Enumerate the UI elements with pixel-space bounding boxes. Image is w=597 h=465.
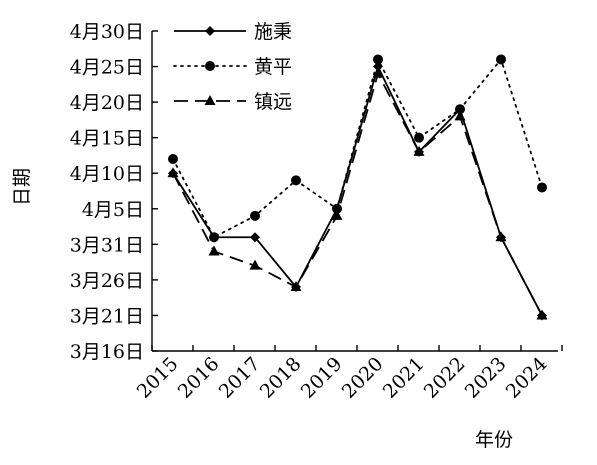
- series-2: [168, 54, 547, 243]
- y-tick-label: 4月15日: [70, 128, 144, 150]
- data-point-triangle: [290, 281, 302, 291]
- x-tick-label: 2020: [338, 353, 388, 403]
- data-point-circle: [373, 54, 383, 65]
- data-point-diamond: [205, 26, 215, 36]
- axes: [151, 31, 558, 352]
- series-line: [172, 57, 543, 239]
- y-tick-label: 4月10日: [70, 163, 144, 185]
- x-tick-label: 2017: [215, 353, 265, 403]
- data-point-circle: [332, 203, 342, 214]
- data-point-triangle: [454, 110, 466, 121]
- legend-item: 黄平: [173, 56, 292, 78]
- data-point-circle: [291, 175, 301, 186]
- y-tick-label: 4月25日: [70, 57, 144, 79]
- y-tick-label: 3月31日: [70, 234, 144, 256]
- data-point-triangle: [208, 245, 220, 256]
- data-point-circle: [168, 154, 178, 164]
- data-point-circle: [209, 232, 219, 243]
- legend-item: 施秉: [174, 21, 292, 43]
- data-point-triangle: [204, 95, 216, 105]
- data-point-circle: [537, 182, 547, 193]
- legend-label: 镇远: [254, 91, 292, 113]
- x-tick-label: 2021: [379, 353, 429, 403]
- legend-label: 施秉: [254, 21, 292, 43]
- x-tick-label: 2022: [420, 353, 470, 403]
- data-point-triangle: [167, 167, 179, 178]
- data-point-triangle: [413, 145, 425, 156]
- legend-label: 黄平: [254, 56, 292, 78]
- x-tick-label: 2024: [502, 353, 552, 403]
- y-ticks: 3月16日 3月21日 3月26日 3月31日 4月5日 4月10日 4月15日 4月20日 4…: [70, 21, 158, 363]
- x-tick-label: 2018: [256, 353, 306, 403]
- series-line: [172, 71, 543, 316]
- x-axis-title: 年份: [475, 429, 513, 451]
- x-tick-label: 2019: [297, 353, 347, 403]
- data-point-circle: [496, 54, 506, 65]
- data-point-triangle: [331, 209, 343, 220]
- data-point-circle: [250, 210, 260, 221]
- series-layer: [167, 54, 548, 321]
- x-tick-label: 2016: [174, 353, 224, 403]
- y-tick-label: 4月20日: [70, 92, 144, 114]
- data-point-triangle: [536, 309, 548, 320]
- legend-item: 镇远: [174, 91, 292, 113]
- data-point-circle: [455, 104, 465, 115]
- data-point-circle: [205, 61, 215, 71]
- data-point-triangle: [249, 259, 261, 270]
- series-line: [172, 64, 543, 316]
- y-tick-label: 3月21日: [70, 305, 144, 327]
- y-tick-label: 3月16日: [70, 341, 144, 363]
- data-point-triangle: [372, 67, 384, 78]
- y-tick-label: 4月5日: [82, 199, 144, 221]
- data-point-diamond: [250, 232, 260, 243]
- x-tick-label: 2023: [461, 353, 511, 403]
- y-tick-label: 4月30日: [70, 21, 144, 43]
- data-point-circle: [414, 132, 424, 143]
- y-axis-title: 日期: [11, 168, 33, 206]
- data-point-triangle: [495, 231, 507, 242]
- series-3: [167, 67, 548, 320]
- y-tick-label: 3月26日: [70, 270, 144, 292]
